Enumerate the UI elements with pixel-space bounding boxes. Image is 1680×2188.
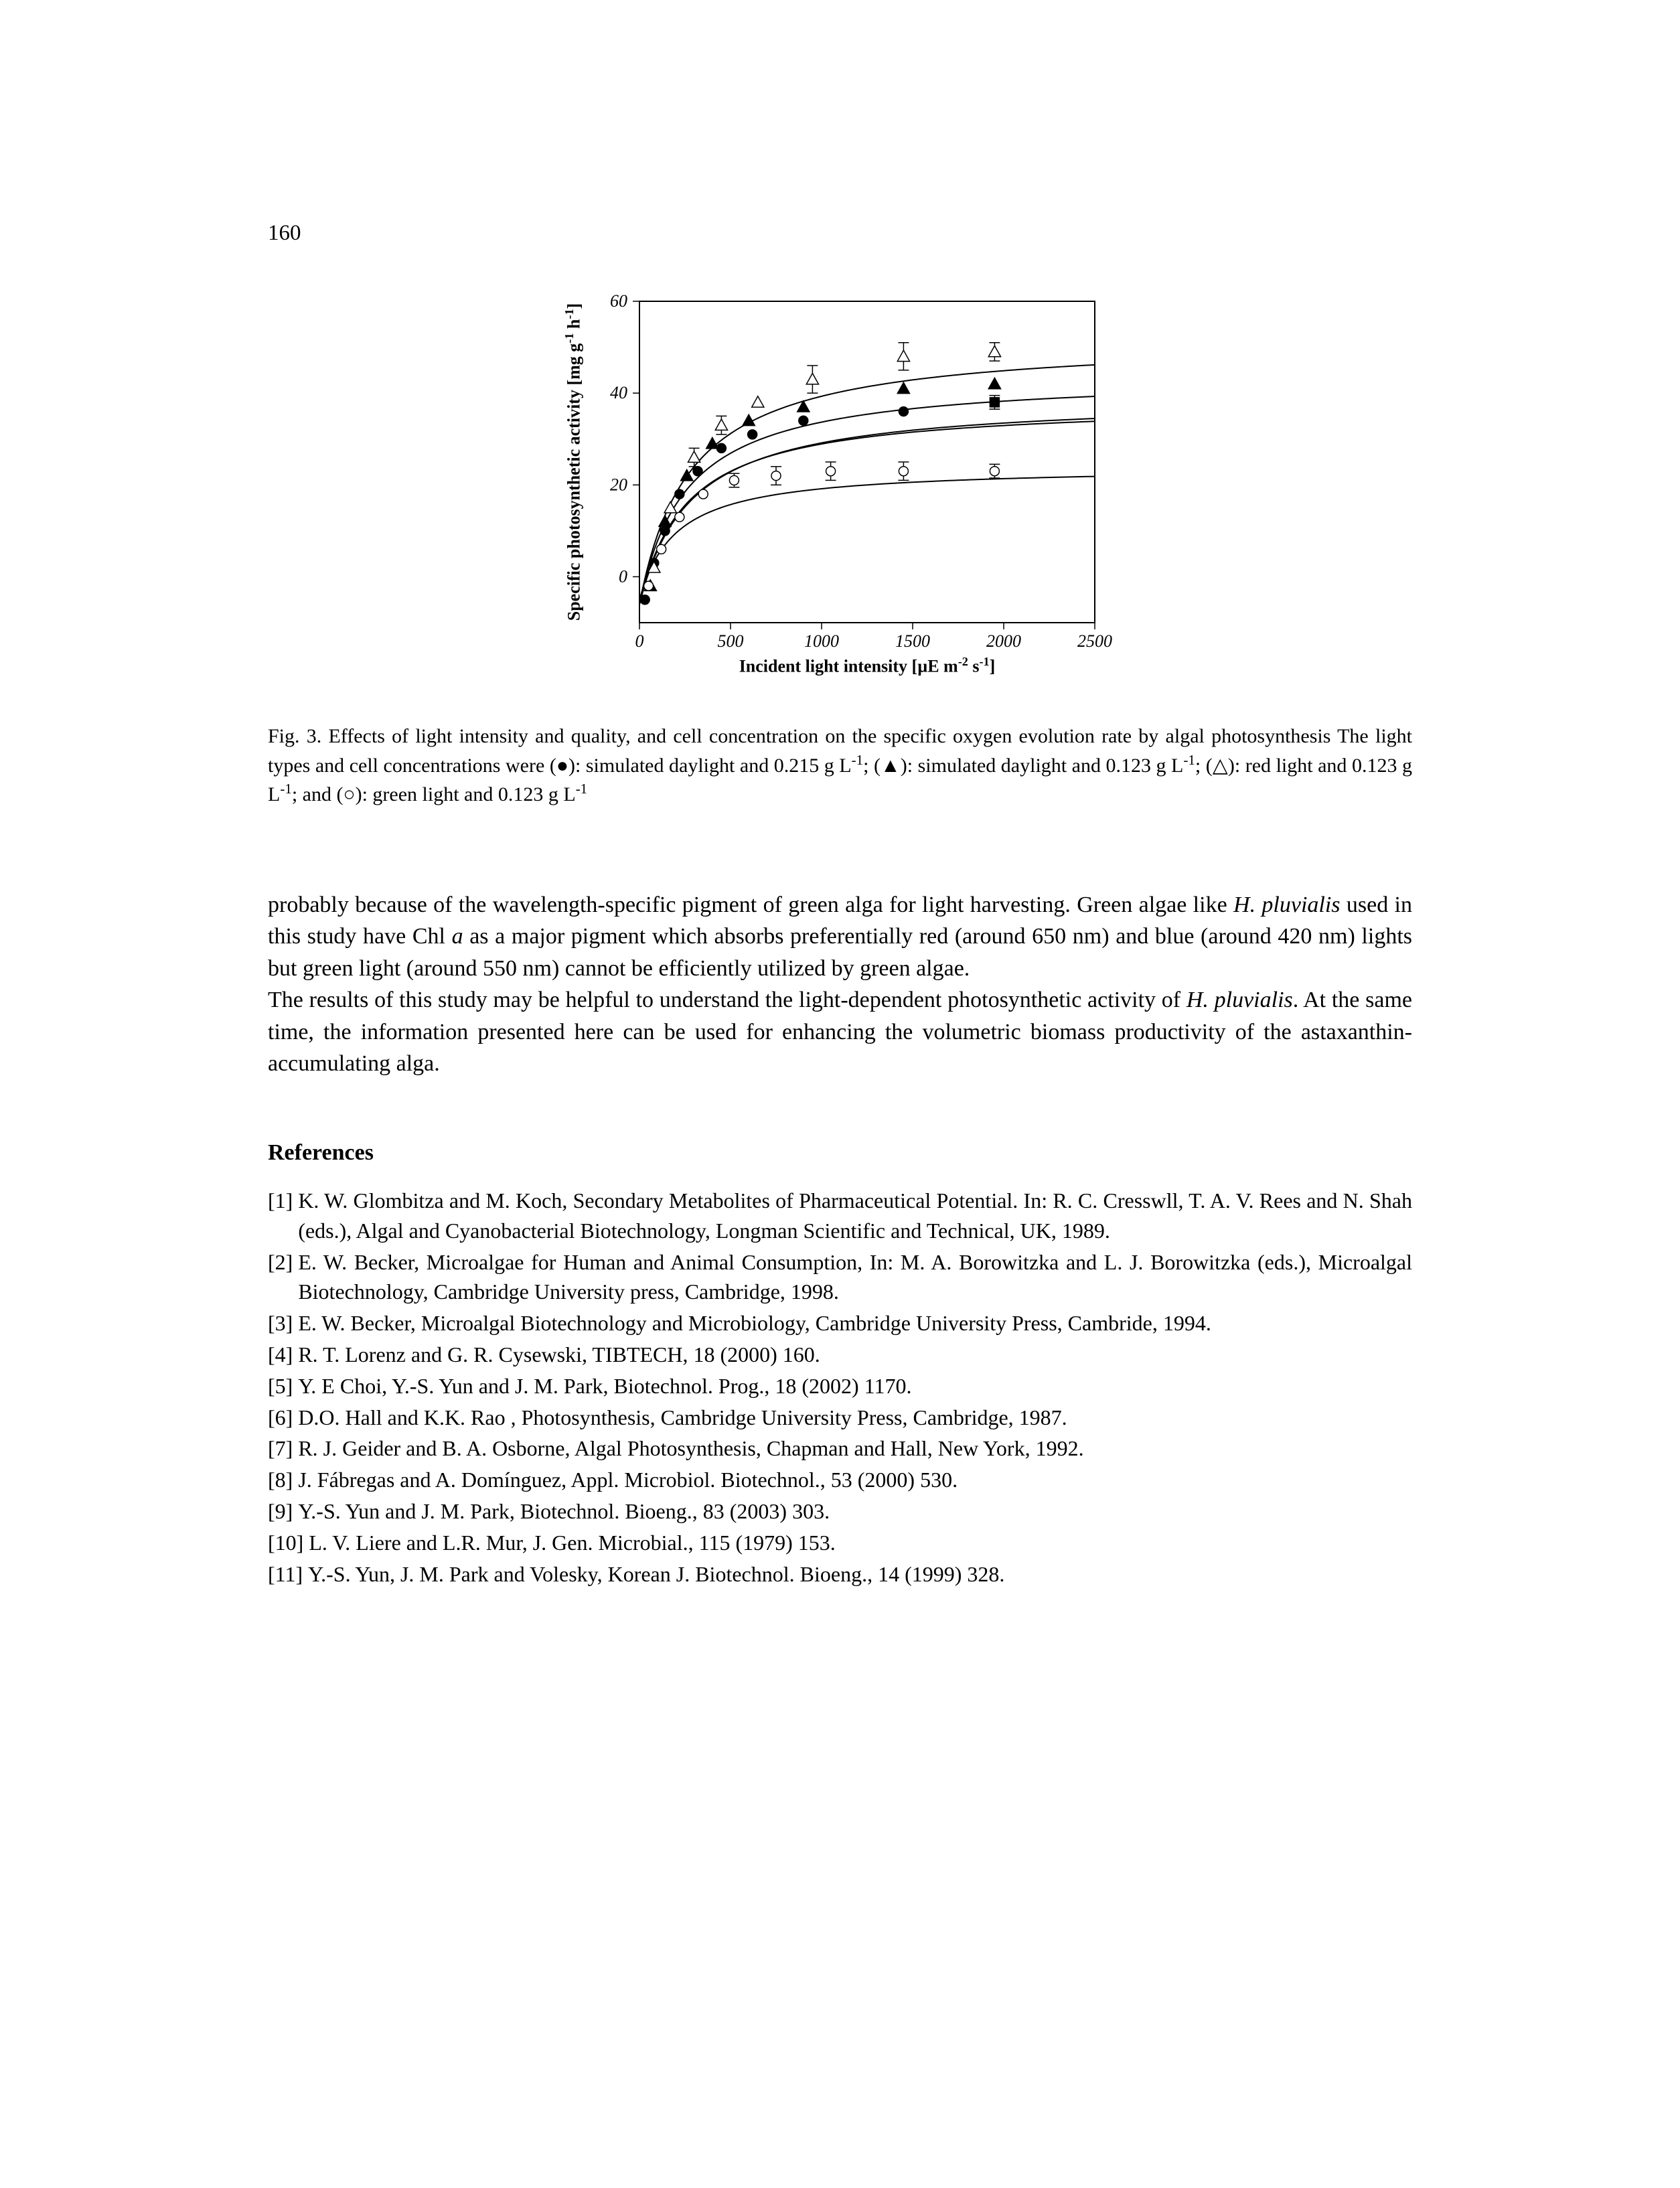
reference-number: [6] bbox=[268, 1403, 298, 1433]
svg-text:60: 60 bbox=[610, 291, 627, 311]
reference-number: [4] bbox=[268, 1340, 298, 1370]
references-list: [1]K. W. Glombitza and M. Koch, Secondar… bbox=[268, 1186, 1412, 1589]
svg-text:0: 0 bbox=[635, 631, 643, 651]
reference-item: [8]J. Fábregas and A. Domínguez, Appl. M… bbox=[268, 1465, 1412, 1495]
svg-text:0: 0 bbox=[619, 566, 627, 586]
reference-text: R. T. Lorenz and G. R. Cysewski, TIBTECH… bbox=[298, 1340, 1412, 1370]
svg-text:500: 500 bbox=[717, 631, 743, 651]
reference-number: [8] bbox=[268, 1465, 298, 1495]
svg-text:1000: 1000 bbox=[804, 631, 839, 651]
svg-text:20: 20 bbox=[610, 475, 627, 494]
chart-svg: 050010001500200025000204060Incident ligh… bbox=[539, 288, 1142, 703]
reference-item: [2]E. W. Becker, Microalgae for Human an… bbox=[268, 1247, 1412, 1308]
reference-number: [3] bbox=[268, 1308, 298, 1338]
reference-item: [5]Y. E Choi, Y.-S. Yun and J. M. Park, … bbox=[268, 1371, 1412, 1401]
svg-text:2500: 2500 bbox=[1077, 631, 1112, 651]
body-paragraph: probably because of the wavelength-speci… bbox=[268, 889, 1412, 1081]
svg-text:2000: 2000 bbox=[986, 631, 1021, 651]
reference-text: E. W. Becker, Microalgae for Human and A… bbox=[298, 1247, 1412, 1308]
reference-text: Y. E Choi, Y.-S. Yun and J. M. Park, Bio… bbox=[298, 1371, 1412, 1401]
reference-item: [9]Y.-S. Yun and J. M. Park, Biotechnol.… bbox=[268, 1496, 1412, 1527]
reference-item: [1]K. W. Glombitza and M. Koch, Secondar… bbox=[268, 1186, 1412, 1246]
reference-item: [3]E. W. Becker, Microalgal Biotechnolog… bbox=[268, 1308, 1412, 1338]
reference-item: [11]Y.-S. Yun, J. M. Park and Volesky, K… bbox=[268, 1559, 1412, 1589]
reference-text: D.O. Hall and K.K. Rao , Photosynthesis,… bbox=[298, 1403, 1412, 1433]
reference-number: [2] bbox=[268, 1247, 298, 1308]
reference-text: L. V. Liere and L.R. Mur, J. Gen. Microb… bbox=[309, 1528, 1412, 1558]
reference-item: [10]L. V. Liere and L.R. Mur, J. Gen. Mi… bbox=[268, 1528, 1412, 1558]
reference-number: [7] bbox=[268, 1433, 298, 1464]
reference-number: [9] bbox=[268, 1496, 298, 1527]
reference-number: [10] bbox=[268, 1528, 309, 1558]
reference-number: [1] bbox=[268, 1186, 298, 1246]
reference-text: R. J. Geider and B. A. Osborne, Algal Ph… bbox=[298, 1433, 1412, 1464]
svg-text:40: 40 bbox=[610, 383, 627, 402]
references-heading: References bbox=[268, 1140, 1412, 1166]
page: 160 050010001500200025000204060Incident … bbox=[0, 0, 1680, 2188]
reference-text: J. Fábregas and A. Domínguez, Appl. Micr… bbox=[298, 1465, 1412, 1495]
figure-caption: Fig. 3. Effects of light intensity and q… bbox=[268, 723, 1412, 809]
reference-item: [6]D.O. Hall and K.K. Rao , Photosynthes… bbox=[268, 1403, 1412, 1433]
reference-number: [5] bbox=[268, 1371, 298, 1401]
reference-text: Y.-S. Yun, J. M. Park and Volesky, Korea… bbox=[308, 1559, 1412, 1589]
reference-item: [7]R. J. Geider and B. A. Osborne, Algal… bbox=[268, 1433, 1412, 1464]
reference-text: Y.-S. Yun and J. M. Park, Biotechnol. Bi… bbox=[298, 1496, 1412, 1527]
reference-item: [4]R. T. Lorenz and G. R. Cysewski, TIBT… bbox=[268, 1340, 1412, 1370]
svg-text:1500: 1500 bbox=[895, 631, 930, 651]
reference-text: E. W. Becker, Microalgal Biotechnology a… bbox=[298, 1308, 1412, 1338]
page-number: 160 bbox=[268, 221, 301, 246]
reference-text: K. W. Glombitza and M. Koch, Secondary M… bbox=[298, 1186, 1412, 1246]
reference-number: [11] bbox=[268, 1559, 308, 1589]
figure-3: 050010001500200025000204060Incident ligh… bbox=[539, 288, 1142, 703]
